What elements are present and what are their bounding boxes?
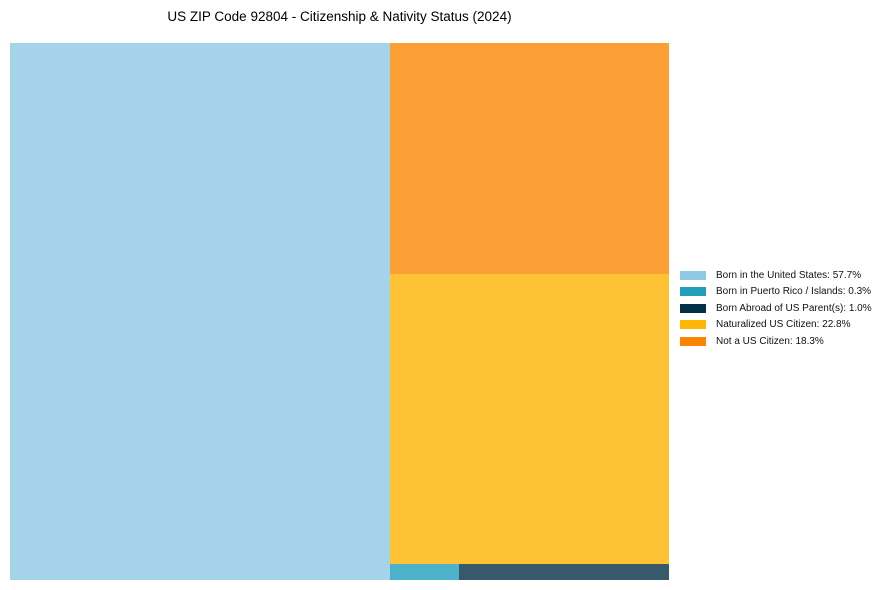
treemap-tile-not-a-us-citizen [390,43,669,274]
legend-label: Naturalized US Citizen: 22.8% [716,319,851,330]
chart-title: US ZIP Code 92804 - Citizenship & Nativi… [167,9,512,24]
treemap-tile-born-abroad-of-us-parent-s [459,564,669,580]
legend-label: Not a US Citizen: 18.3% [716,335,824,347]
legend-item-born-puerto-rico: Born in Puerto Rico / Islands: 0.3% [680,284,872,300]
treemap-plot-area [10,43,669,580]
legend-label: Born in Puerto Rico / Islands: 0.3% [716,286,872,297]
legend-swatch-born-puerto-rico [680,287,706,296]
legend-swatch-born-abroad [680,303,706,313]
treemap-tile-naturalized-us-citizen [390,274,669,564]
legend-item-not-citizen: Not a US Citizen: 18.3% [680,333,872,349]
chart-legend: Born in the United States: 57.7% Born in… [680,267,872,350]
legend-swatch-naturalized [680,320,706,329]
legend-item-born-us: Born in the United States: 57.7% [680,267,872,283]
legend-item-born-abroad: Born Abroad of US Parent(s): 1.0% [680,300,872,316]
legend-item-naturalized: Naturalized US Citizen: 22.8% [680,317,872,333]
treemap-tile-born-in-puerto-rico-islands [390,564,459,580]
legend-label: Born Abroad of US Parent(s): 1.0% [716,302,872,314]
legend-swatch-not-citizen [680,336,706,346]
legend-label: Born in the United States: 57.7% [716,269,862,281]
legend-swatch-born-us [680,270,706,280]
treemap-tile-born-in-the-united-states [10,43,390,580]
